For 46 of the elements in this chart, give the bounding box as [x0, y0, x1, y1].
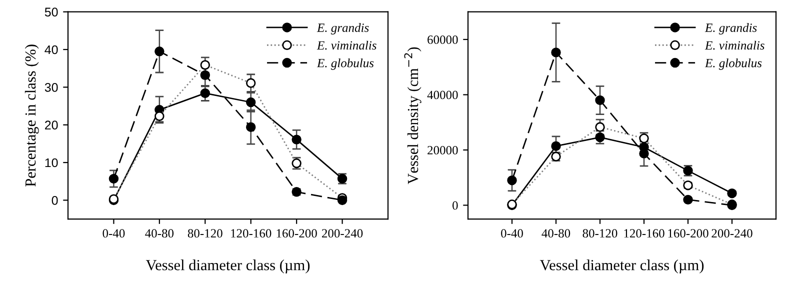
x-tick-label: 40-80 [145, 229, 174, 238]
y-axis-title: Vessel density (cm$^{−2}$) [404, 47, 422, 184]
x-axis-title: Vessel diameter class (µm) [540, 260, 704, 274]
x-tick-label: 80-120 [188, 229, 222, 238]
point [246, 122, 256, 132]
point [200, 88, 210, 98]
point [551, 141, 561, 151]
x-tick-label: 160-200 [276, 229, 317, 238]
legend-label: E. globulus [704, 58, 762, 70]
point [108, 174, 119, 184]
y-tick-label: 30 [44, 82, 58, 92]
point [337, 195, 348, 206]
y-axis-title: Percentage in class (%) [24, 44, 39, 186]
x-tick-label: 40-80 [542, 229, 570, 238]
y-tick-label: 50 [44, 8, 58, 16]
y-tick-label: 10 [45, 158, 58, 168]
point [595, 95, 605, 106]
legend-label: E. grandis [704, 23, 757, 34]
point [639, 148, 649, 158]
point [200, 70, 210, 80]
legend-label: E. viminalis [316, 40, 376, 50]
y-tick-label: 60000 [428, 35, 458, 44]
legend-label: E. grandis [316, 23, 369, 34]
y-tick-label: 0 [52, 196, 58, 205]
x-tick-label: 0-40 [501, 229, 523, 238]
x-axis-title: Vessel diameter class (µm) [146, 260, 310, 274]
point [154, 46, 164, 56]
point [246, 97, 256, 108]
point [683, 194, 693, 205]
x-tick-label: 160-200 [668, 229, 708, 238]
x-tick-label: 0-40 [102, 229, 125, 238]
legend-label: E. viminalis [704, 40, 764, 50]
x-tick-label: 120-160 [624, 229, 664, 238]
y-tick-label: 0 [452, 201, 458, 210]
point [551, 48, 561, 58]
legend-label: E. globulus [316, 58, 374, 70]
x-tick-label: 120-160 [231, 229, 272, 238]
y-tick-label: 20 [45, 120, 58, 130]
y-tick-label: 20000 [428, 146, 458, 154]
point [507, 176, 517, 186]
x-tick-label: 200-240 [712, 229, 752, 238]
y-tick-label: 40 [44, 45, 58, 54]
x-tick-label: 80-120 [582, 229, 618, 238]
point [292, 134, 302, 144]
y-tick-label: 40000 [427, 90, 458, 100]
x-tick-label: 200-240 [322, 229, 363, 238]
